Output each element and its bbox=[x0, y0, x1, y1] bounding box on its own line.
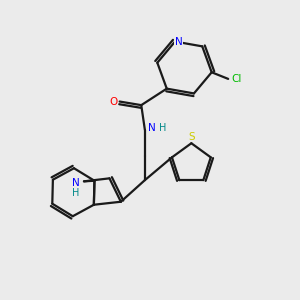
Text: S: S bbox=[188, 132, 195, 142]
Text: N: N bbox=[72, 178, 80, 188]
Text: N: N bbox=[175, 37, 182, 46]
Text: H: H bbox=[72, 188, 79, 198]
Text: H: H bbox=[159, 123, 167, 133]
Text: O: O bbox=[109, 97, 117, 106]
Text: Cl: Cl bbox=[231, 74, 242, 84]
Text: N: N bbox=[148, 123, 155, 133]
